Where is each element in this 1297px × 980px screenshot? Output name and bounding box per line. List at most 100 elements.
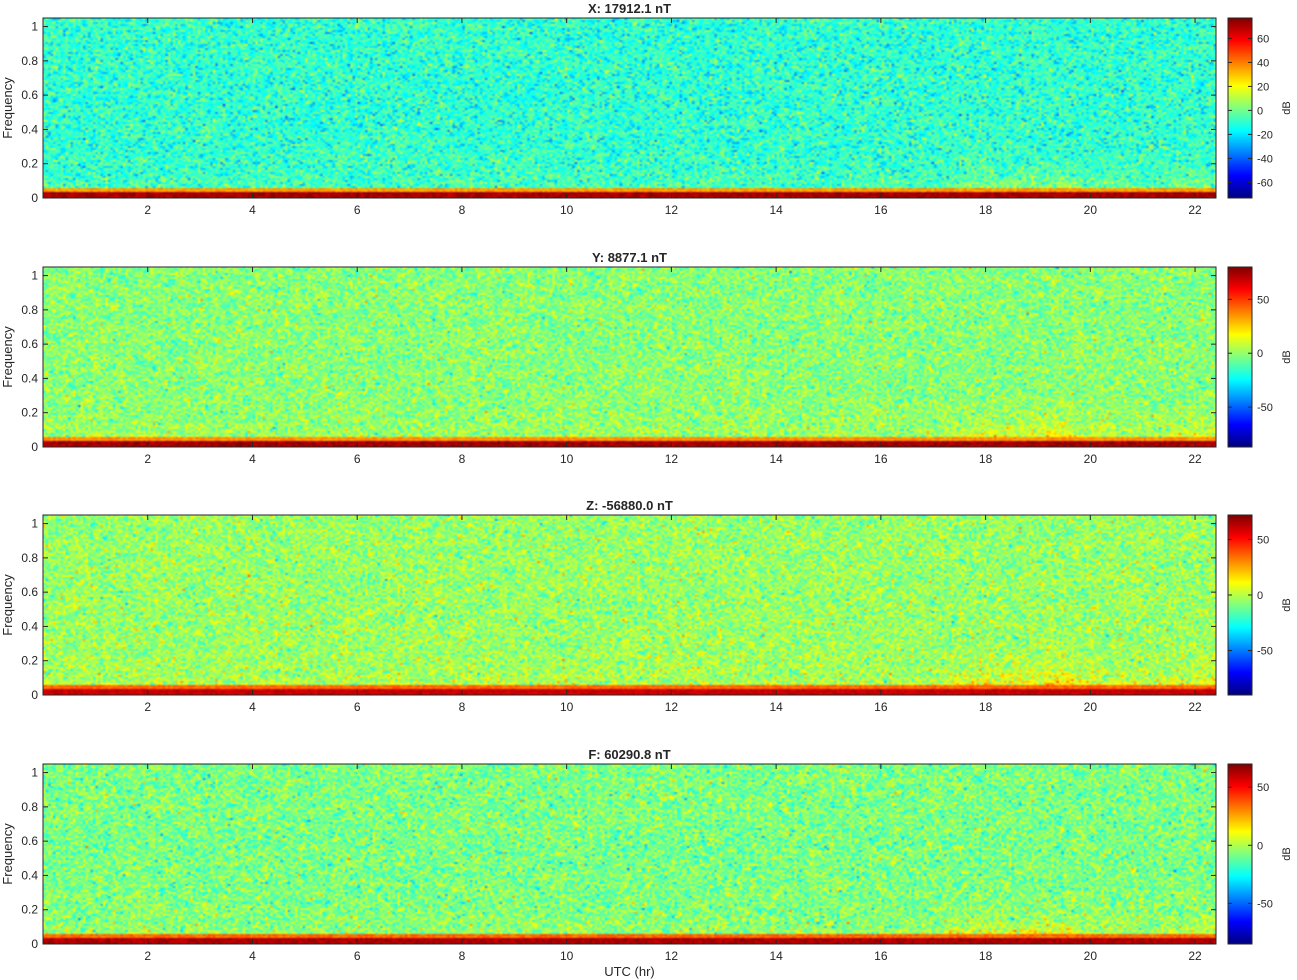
colorbar-tick-label: -50 (1257, 402, 1273, 414)
x-tick-label: 4 (249, 949, 256, 963)
x-tick-label: 16 (874, 700, 888, 714)
x-tick-label: 12 (665, 700, 679, 714)
colorbar-tick-label: 20 (1257, 81, 1269, 93)
y-tick-label: 0.8 (21, 551, 38, 565)
colorbar-tick-label: 40 (1257, 57, 1269, 69)
colorbar-tick-label: 0 (1257, 348, 1263, 360)
y-tick-label: 0.4 (21, 122, 38, 136)
panel-title: Z: -56880.0 nT (586, 498, 673, 513)
x-tick-label: 12 (665, 452, 679, 466)
colorbar-tick-label: 50 (1257, 534, 1269, 546)
spectrogram-image (43, 515, 1216, 695)
x-tick-label: 14 (769, 949, 783, 963)
y-tick-label: 0 (31, 440, 38, 454)
colorbar-label: dB (1281, 101, 1293, 114)
y-tick-label: 0.2 (21, 406, 38, 420)
colorbar-tick-label: -50 (1257, 646, 1273, 658)
colorbar: -50 0 50 dB (1227, 266, 1293, 448)
panel-x: X: 17912.1 nT2 4 6 8 10 12 14 16 18 20 2200.20.40.… (0, 1, 1293, 217)
spectrogram-image (43, 18, 1216, 198)
x-tick-label: 14 (769, 203, 783, 217)
colorbar: -60 -40 -20 0 20 40 60 dB (1227, 17, 1293, 199)
y-tick-label: 0.8 (21, 800, 38, 814)
x-tick-label: 22 (1188, 203, 1202, 217)
colorbar-label: dB (1281, 598, 1293, 611)
colorbar-tick-label: -20 (1257, 129, 1273, 141)
colorbar-gradient (1227, 514, 1253, 696)
colorbar-tick-label: 60 (1257, 33, 1269, 45)
y-tick-label: 0.6 (21, 585, 38, 599)
y-axis-label: Frequency (0, 77, 15, 139)
x-tick-label: 6 (354, 452, 361, 466)
panel-y: Y: 8877.1 nT2 4 6 8 10 12 14 16 18 20 2200.20.40.6… (0, 250, 1293, 466)
y-tick-label: 0.4 (21, 868, 38, 882)
x-tick-label: 18 (979, 203, 993, 217)
x-tick-label: 2 (144, 452, 151, 466)
x-tick-label: 14 (769, 700, 783, 714)
colorbar-label: dB (1281, 350, 1293, 363)
y-axis-label: Frequency (0, 823, 15, 885)
colorbar-label: dB (1281, 847, 1293, 860)
x-tick-label: 18 (979, 949, 993, 963)
x-tick-label: 4 (249, 203, 256, 217)
x-tick-label: 10 (560, 452, 574, 466)
y-tick-label: 1 (31, 766, 38, 780)
colorbar-tick-label: -60 (1257, 177, 1273, 189)
x-tick-label: 6 (354, 203, 361, 217)
x-tick-label: 22 (1188, 949, 1202, 963)
x-tick-label: 20 (1084, 700, 1098, 714)
colorbar-tick-label: -50 (1257, 898, 1273, 910)
colorbar-tick-label: 0 (1257, 105, 1263, 117)
x-tick-label: 4 (249, 700, 256, 714)
axes-box (42, 514, 1217, 696)
x-tick-label: 8 (459, 452, 466, 466)
x-tick-label: 12 (665, 203, 679, 217)
y-tick-label: 0 (31, 937, 38, 951)
y-tick-label: 1 (31, 20, 38, 34)
colorbar-tick-label: 0 (1257, 590, 1263, 602)
panel-title: F: 60290.8 nT (588, 747, 670, 762)
colorbar: -50 0 50 dB (1227, 514, 1293, 696)
x-tick-label: 6 (354, 949, 361, 963)
colorbar-tick-label: 50 (1257, 294, 1269, 306)
y-tick-label: 0.6 (21, 834, 38, 848)
colorbar-gradient (1227, 763, 1253, 945)
panel-f: F: 60290.8 nT2 4 6 8 10 12 14 16 18 20 2200.20.40.… (0, 747, 1293, 963)
y-axis-label: Frequency (0, 574, 15, 636)
x-tick-label: 10 (560, 203, 574, 217)
axes-box (42, 266, 1217, 448)
x-tick-label: 22 (1188, 452, 1202, 466)
y-tick-label: 0.8 (21, 303, 38, 317)
x-tick-label: 4 (249, 452, 256, 466)
y-tick-label: 0.2 (21, 903, 38, 917)
y-tick-label: 0.4 (21, 619, 38, 633)
x-tick-label: 8 (459, 700, 466, 714)
colorbar-tick-label: 50 (1257, 782, 1269, 794)
y-tick-label: 0 (31, 688, 38, 702)
x-tick-label: 8 (459, 203, 466, 217)
axes-box (42, 763, 1217, 945)
y-tick-label: 0.4 (21, 371, 38, 385)
x-tick-label: 20 (1084, 452, 1098, 466)
colorbar: -50 0 50 dB (1227, 763, 1293, 945)
colorbar-gradient (1227, 266, 1253, 448)
y-tick-label: 0.2 (21, 654, 38, 668)
x-tick-label: 16 (874, 203, 888, 217)
x-tick-label: 16 (874, 949, 888, 963)
panel-title: X: 17912.1 nT (588, 1, 671, 16)
y-tick-label: 0 (31, 191, 38, 205)
x-tick-label: 18 (979, 452, 993, 466)
y-tick-label: 1 (31, 269, 38, 283)
axes-box (42, 17, 1217, 199)
colorbar-tick-label: 0 (1257, 840, 1263, 852)
x-tick-label: 2 (144, 700, 151, 714)
x-tick-label: 12 (665, 949, 679, 963)
y-tick-label: 0.6 (21, 88, 38, 102)
x-tick-label: 16 (874, 452, 888, 466)
x-tick-label: 14 (769, 452, 783, 466)
x-tick-label: 10 (560, 949, 574, 963)
y-tick-label: 0.2 (21, 157, 38, 171)
colorbar-tick-label: -40 (1257, 153, 1273, 165)
spectrogram-image (43, 764, 1216, 944)
